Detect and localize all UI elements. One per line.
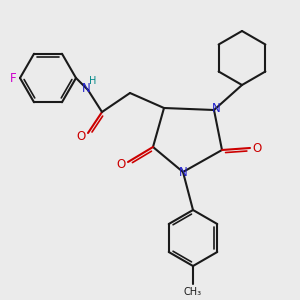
Text: N: N — [82, 82, 90, 94]
Text: N: N — [212, 103, 220, 116]
Text: H: H — [89, 76, 97, 86]
Text: N: N — [178, 166, 188, 178]
Text: F: F — [10, 71, 16, 85]
Text: O: O — [252, 142, 262, 154]
Text: O: O — [76, 130, 85, 142]
Text: CH₃: CH₃ — [184, 287, 202, 297]
Text: O: O — [116, 158, 126, 170]
